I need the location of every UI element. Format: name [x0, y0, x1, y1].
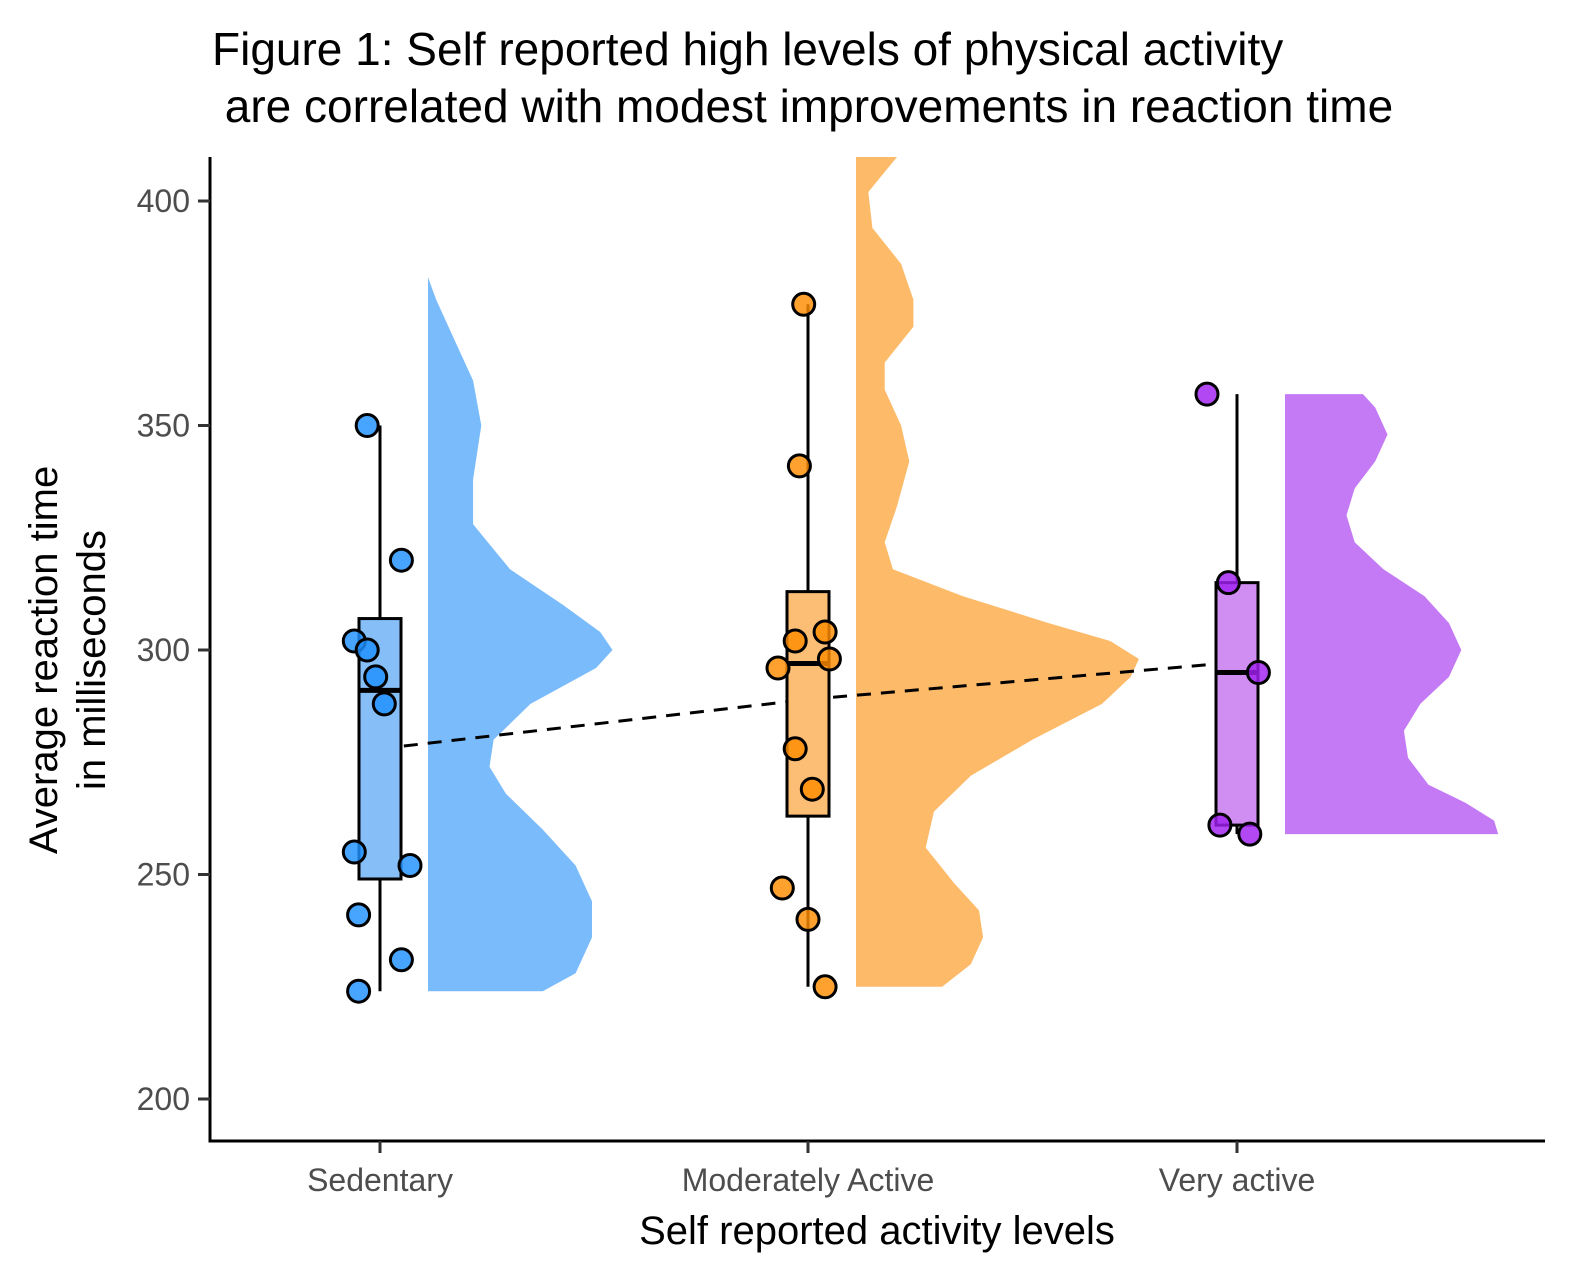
data-point-1-5: [765, 655, 791, 681]
title-line-2: are correlated with modest improvements …: [212, 80, 1393, 132]
y-tick-label-0: 200: [137, 1081, 190, 1117]
data-point-2-2: [1245, 660, 1271, 685]
data-point-1-6: [782, 736, 808, 762]
box-2: [1214, 581, 1260, 827]
y-tick-label-4: 400: [137, 183, 190, 219]
data-point-0-6: [341, 839, 367, 865]
data-point-0-10: [346, 978, 372, 1004]
y-tick-label-2: 300: [137, 632, 190, 668]
y-axis-title-line-1: Average reaction time: [22, 466, 66, 854]
y-tick-label-3: 350: [137, 408, 190, 444]
data-point-1-9: [795, 906, 821, 932]
data-point-1-7: [799, 776, 825, 802]
chart-title: Figure 1: Self reported high levels of p…: [212, 23, 1393, 132]
data-point-1-1: [786, 453, 812, 479]
x-tick-label-1: Moderately Active: [682, 1162, 935, 1198]
mean-line-path: [379, 662, 1223, 751]
data-point-2-0: [1194, 381, 1220, 407]
data-point-0-7: [397, 853, 423, 878]
data-point-2-1: [1215, 570, 1241, 596]
data-point-1-2: [812, 619, 838, 645]
density-cloud-0: [428, 277, 613, 992]
y-axis-title: Average reaction time in milliseconds: [22, 466, 114, 854]
data-points: [341, 291, 1271, 1004]
density-cloud-2: [1285, 394, 1499, 835]
data-point-0-4: [363, 664, 389, 690]
data-point-0-0: [354, 413, 380, 438]
data-point-2-3: [1207, 812, 1233, 838]
data-point-0-8: [346, 902, 372, 928]
density-clouds: [428, 157, 1499, 992]
data-point-0-3: [354, 637, 380, 663]
y-tick-label-1: 250: [137, 857, 190, 893]
title-line-1: Figure 1: Self reported high levels of p…: [212, 23, 1283, 75]
data-point-0-1: [388, 547, 414, 573]
boxplots: [357, 304, 1260, 992]
x-tick-label-2: Very active: [1159, 1162, 1316, 1198]
data-point-1-4: [816, 646, 842, 672]
data-point-2-4: [1237, 821, 1263, 847]
data-point-1-8: [769, 875, 795, 901]
mean-trend-line: [379, 662, 1223, 751]
density-cloud-1: [856, 157, 1139, 987]
data-point-1-3: [782, 628, 808, 654]
data-point-1-10: [812, 974, 838, 1000]
data-point-1-0: [791, 291, 817, 317]
axes: 200 250 300 350 400 Sedentary Moderately Activ…: [137, 157, 1545, 1198]
x-tick-label-0: Sedentary: [307, 1162, 453, 1198]
x-axis-title: Self reported activity levels: [639, 1209, 1115, 1253]
data-point-0-9: [388, 947, 414, 973]
data-point-0-5: [371, 691, 397, 717]
y-axis-title-line-2: in milliseconds: [70, 530, 114, 790]
